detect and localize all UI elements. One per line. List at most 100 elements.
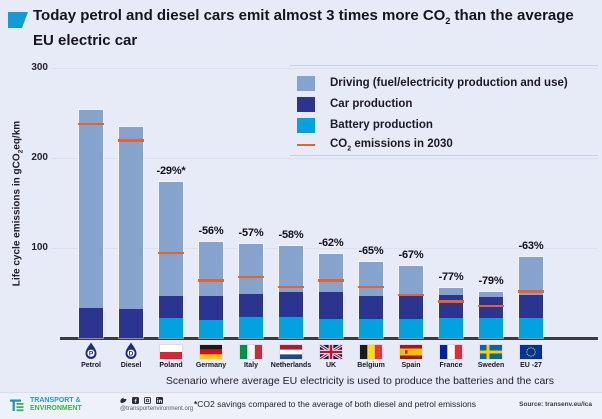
legend-item-car-production: Car production — [297, 96, 412, 112]
co2-2030-marker — [278, 285, 304, 289]
segment-driving — [439, 287, 463, 295]
x-label-eu-27: EU -27 — [520, 362, 542, 369]
co2-2030-marker — [518, 290, 544, 293]
segment-driving — [279, 246, 303, 293]
y-tick-300: 300 — [31, 62, 48, 73]
segment-car — [199, 295, 223, 320]
segment-battery — [439, 318, 463, 338]
segment-car — [359, 295, 383, 320]
flag-icon-be — [360, 345, 382, 359]
co2-2030-marker — [318, 279, 344, 282]
co2-2030-marker — [358, 285, 384, 289]
bar-italy — [238, 242, 264, 339]
flag-icon-fr — [440, 345, 462, 359]
segment-car — [399, 295, 423, 320]
pct-label-poland: -29%* — [156, 165, 186, 178]
flag-icon-it — [240, 345, 262, 359]
flag-icon-de — [200, 345, 222, 359]
segment-car — [119, 309, 143, 338]
legend-item-co2-2030: CO2 emissions in 2030 — [297, 137, 453, 153]
gridline-200 — [52, 158, 598, 159]
y-axis-label: Life cycle emissions in gCO2eq/km — [11, 120, 25, 287]
co2-2030-marker — [398, 293, 424, 297]
co2-2030-marker — [238, 275, 264, 279]
segment-battery — [159, 318, 183, 338]
battery-production-swatch-icon — [297, 117, 315, 133]
y-tick-200: 200 — [31, 152, 48, 163]
x-label-sweden: Sweden — [477, 362, 505, 369]
pct-label-italy: -57% — [238, 226, 264, 239]
facebook-icon — [132, 397, 139, 404]
segment-car — [279, 292, 303, 318]
svg-text:P: P — [89, 351, 94, 358]
co2-2030-marker — [158, 251, 184, 254]
te-logo-text: TRANSPORT & ENVIRONMENT — [30, 397, 82, 413]
legend-label: CO2 emissions in 2030 — [330, 137, 453, 153]
segment-driving — [159, 182, 183, 296]
gridline-100 — [52, 248, 598, 249]
social-icons-row — [120, 397, 163, 404]
footnote: *CO2 savings compared to the average of … — [193, 399, 477, 409]
legend-divider-bottom — [290, 155, 598, 156]
segment-driving — [119, 127, 143, 310]
flag-icon-eu — [520, 345, 542, 359]
segment-driving — [79, 110, 103, 309]
bar-poland — [158, 181, 184, 339]
bar-netherlands — [278, 245, 304, 339]
x-label-petrol: Petrol — [81, 362, 101, 369]
legend-label: Battery production — [330, 119, 433, 131]
logo-line-transport: TRANSPORT & — [30, 397, 81, 404]
co2-2030-marker — [198, 279, 224, 282]
fuel-drop-icon-petrol: P — [83, 342, 99, 360]
fuel-drop-icon-diesel: D — [123, 342, 139, 360]
car-production-swatch-icon — [297, 96, 315, 112]
flag-icon-es — [400, 345, 422, 359]
co2-2030-marker — [438, 300, 464, 303]
x-label-belgium: Belgium — [357, 362, 385, 369]
bar-petrol — [78, 109, 104, 339]
pct-label-eu-27: -63% — [518, 240, 544, 252]
segment-battery — [199, 319, 223, 338]
x-label-italy: Italy — [243, 362, 258, 369]
logo-line-environment: ENVIRONMENT — [30, 405, 82, 412]
x-label-france: France — [439, 362, 463, 369]
scenario-note: Scenario where average EU electricity is… — [165, 375, 555, 387]
segment-driving — [239, 243, 263, 294]
instagram-icon — [144, 397, 151, 404]
page-title: Today petrol and diesel cars emit almost… — [33, 7, 574, 49]
x-label-spain: Spain — [401, 362, 421, 369]
segment-car — [519, 294, 543, 319]
driving-swatch-icon — [297, 75, 315, 91]
twitter-icon — [120, 397, 127, 403]
segment-battery — [239, 317, 263, 338]
flag-icon-se — [480, 345, 502, 359]
segment-car — [439, 294, 463, 319]
legend-item-battery-production: Battery production — [297, 117, 433, 133]
segment-car — [159, 295, 183, 319]
legend-item-driving: Driving (fuel/electricity production and… — [297, 75, 568, 91]
flag-icon-nl — [280, 345, 302, 359]
co2-2030-marker — [78, 122, 104, 126]
x-label-diesel: Diesel — [120, 362, 142, 369]
segment-battery — [479, 318, 503, 338]
bar-uk — [318, 253, 344, 339]
co2-2030-marker — [478, 304, 504, 308]
pct-label-france: -77% — [438, 270, 464, 283]
x-label-netherlands: Netherlands — [270, 362, 312, 369]
co2-2030-marker — [118, 139, 144, 142]
flag-icon-pl — [160, 345, 182, 359]
y-tick-100: 100 — [31, 242, 48, 253]
title-flag-icon — [8, 12, 28, 28]
legend-divider-top — [290, 65, 598, 66]
bar-diesel — [118, 126, 144, 339]
segment-car — [239, 293, 263, 318]
footer-bar: TRANSPORT & ENVIRONMENT @transportenviro… — [0, 392, 602, 419]
segment-driving — [359, 261, 383, 296]
bar-belgium — [358, 260, 384, 339]
pct-label-spain: -67% — [398, 249, 424, 261]
pct-label-uk: -62% — [318, 237, 344, 250]
bar-france — [438, 286, 464, 339]
pct-label-sweden: -79% — [478, 275, 504, 288]
x-label-germany: Germany — [195, 362, 227, 369]
